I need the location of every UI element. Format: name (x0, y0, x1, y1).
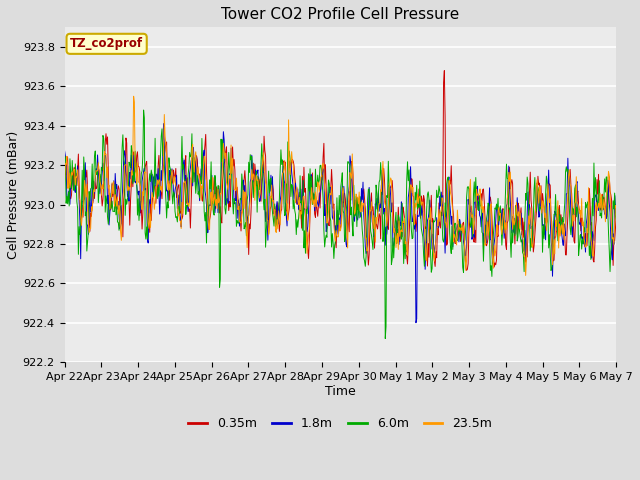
Text: TZ_co2prof: TZ_co2prof (70, 37, 143, 50)
Title: Tower CO2 Profile Cell Pressure: Tower CO2 Profile Cell Pressure (221, 7, 460, 22)
Y-axis label: Cell Pressure (mBar): Cell Pressure (mBar) (7, 131, 20, 259)
X-axis label: Time: Time (325, 384, 356, 397)
Legend: 0.35m, 1.8m, 6.0m, 23.5m: 0.35m, 1.8m, 6.0m, 23.5m (184, 412, 497, 435)
